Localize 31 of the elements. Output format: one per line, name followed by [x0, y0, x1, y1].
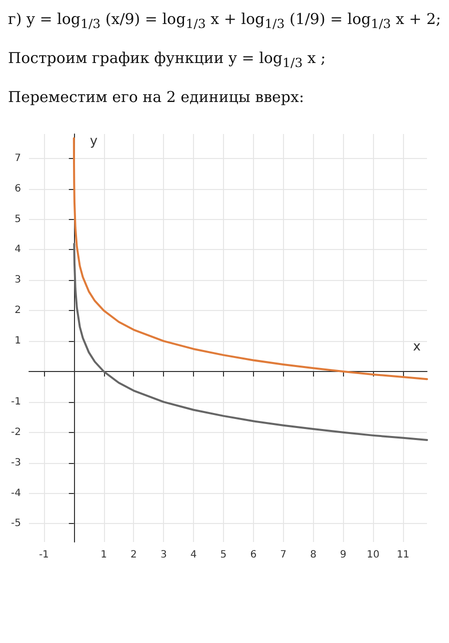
y-tick-label: 4	[14, 244, 21, 256]
y-tick-label: -3	[10, 457, 21, 468]
x-tick-label: 5	[220, 550, 227, 560]
text: г) y = log$_{1/3}$ (x/9) = log$_{1/3}$ x + log$_{1/3}$ (1/9) = log$_{1/3}$ x + 2;	[8, 10, 441, 31]
x-tick-label: 2	[130, 550, 137, 560]
x-tick-label: 10	[366, 550, 380, 560]
y-tick-label: -2	[10, 426, 21, 438]
x-tick-label: 3	[160, 550, 167, 560]
x-tick-label: -1	[38, 550, 49, 560]
y-tick-label: 2	[14, 305, 21, 316]
x-tick-label: 9	[340, 550, 346, 560]
y-tick-label: 7	[14, 152, 21, 164]
x-tick-label: 11	[396, 550, 410, 560]
y-tick-label: -1	[10, 396, 21, 408]
y-tick-label: 5	[14, 214, 21, 225]
x-axis-title: x	[413, 339, 421, 354]
text: Построим график функции y = log$_{1/3}$ x ;	[8, 48, 327, 72]
x-tick-label: 8	[310, 550, 316, 560]
x-tick-label: 6	[250, 550, 257, 560]
x-tick-label: 7	[280, 550, 287, 560]
y-tick-label: 3	[14, 274, 21, 286]
text: Переместим его на 2 единицы вверх:	[8, 87, 306, 108]
x-tick-label: 4	[190, 550, 197, 560]
y-tick-label: -5	[10, 518, 21, 530]
y-tick-label: 6	[14, 183, 21, 194]
y-axis-title: y	[90, 134, 98, 149]
line-series	[73, 242, 428, 441]
y-tick-label: 1	[14, 336, 21, 347]
y-tick-label: -4	[10, 488, 21, 499]
line-series	[72, 137, 428, 380]
x-tick-label: 1	[100, 550, 107, 560]
